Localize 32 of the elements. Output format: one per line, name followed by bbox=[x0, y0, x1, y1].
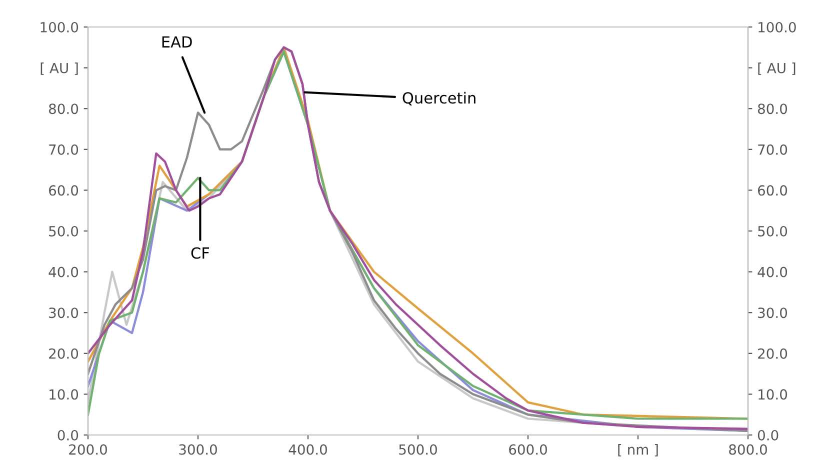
y-tick-label: 70.0 bbox=[49, 144, 78, 155]
y-tick-label: 0.0 bbox=[58, 430, 78, 440]
y2-tick-label: 100.0 bbox=[758, 22, 796, 32]
x-tick-label: 200.0 bbox=[69, 444, 107, 455]
y-tick-label: 30.0 bbox=[49, 308, 78, 318]
y-tick-label: 40.0 bbox=[48, 266, 78, 278]
y2-tick-label: 10.0 bbox=[758, 389, 788, 400]
y2-tick-label: 40.0 bbox=[758, 266, 788, 278]
y2-tick-label: 30.0 bbox=[758, 308, 788, 318]
y-tick-label: 60.0 bbox=[49, 185, 78, 196]
y-tick-label: 100.0 bbox=[40, 22, 78, 32]
y-tick-label: 20.0 bbox=[49, 348, 78, 359]
y2-tick-label: 50.0 bbox=[758, 226, 788, 236]
y2-tick-label: 20.0 bbox=[758, 348, 788, 359]
x-tick-label: 300.0 bbox=[179, 444, 217, 455]
y2-tick-label: 60.0 bbox=[758, 185, 788, 196]
x-tick-label: 500.0 bbox=[399, 444, 437, 455]
y2-tick-label: 0.0 bbox=[758, 430, 778, 440]
x-tick-label: 600.0 bbox=[509, 444, 547, 455]
y2-tick-label: 70.0 bbox=[758, 144, 788, 155]
x-tick-label: 800.0 bbox=[729, 444, 767, 455]
x-tick-label: 400.0 bbox=[288, 444, 327, 455]
y-tick-label: 10.0 bbox=[50, 389, 78, 400]
y2-tick-label: 80.0 bbox=[758, 104, 788, 114]
y-tick-label: 50.0 bbox=[49, 226, 78, 236]
y-tick-label: [ AU ] bbox=[40, 62, 78, 75]
y2-tick-label: [ AU ] bbox=[758, 62, 796, 75]
x-tick-label: [ nm ] bbox=[618, 444, 658, 456]
annotation: Quercetin bbox=[402, 92, 476, 106]
annotation: EAD bbox=[162, 36, 192, 48]
y-tick-label: 80.0 bbox=[48, 104, 78, 114]
annotation: CF bbox=[191, 247, 210, 259]
